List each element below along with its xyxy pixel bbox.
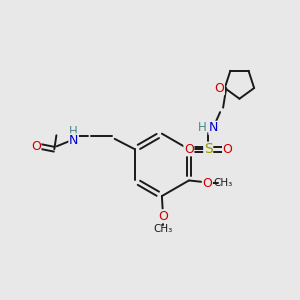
Text: CH₃: CH₃ [213,178,232,188]
Text: O: O [184,143,194,156]
Text: O: O [202,177,212,190]
Text: N: N [69,134,78,147]
Text: O: O [214,82,224,94]
Text: H: H [69,125,78,138]
Text: S: S [204,142,213,156]
Text: O: O [223,143,232,156]
Text: N: N [209,122,218,134]
Text: O: O [158,210,168,223]
Text: CH₃: CH₃ [154,224,173,234]
Text: O: O [31,140,41,153]
Text: H: H [198,122,207,134]
